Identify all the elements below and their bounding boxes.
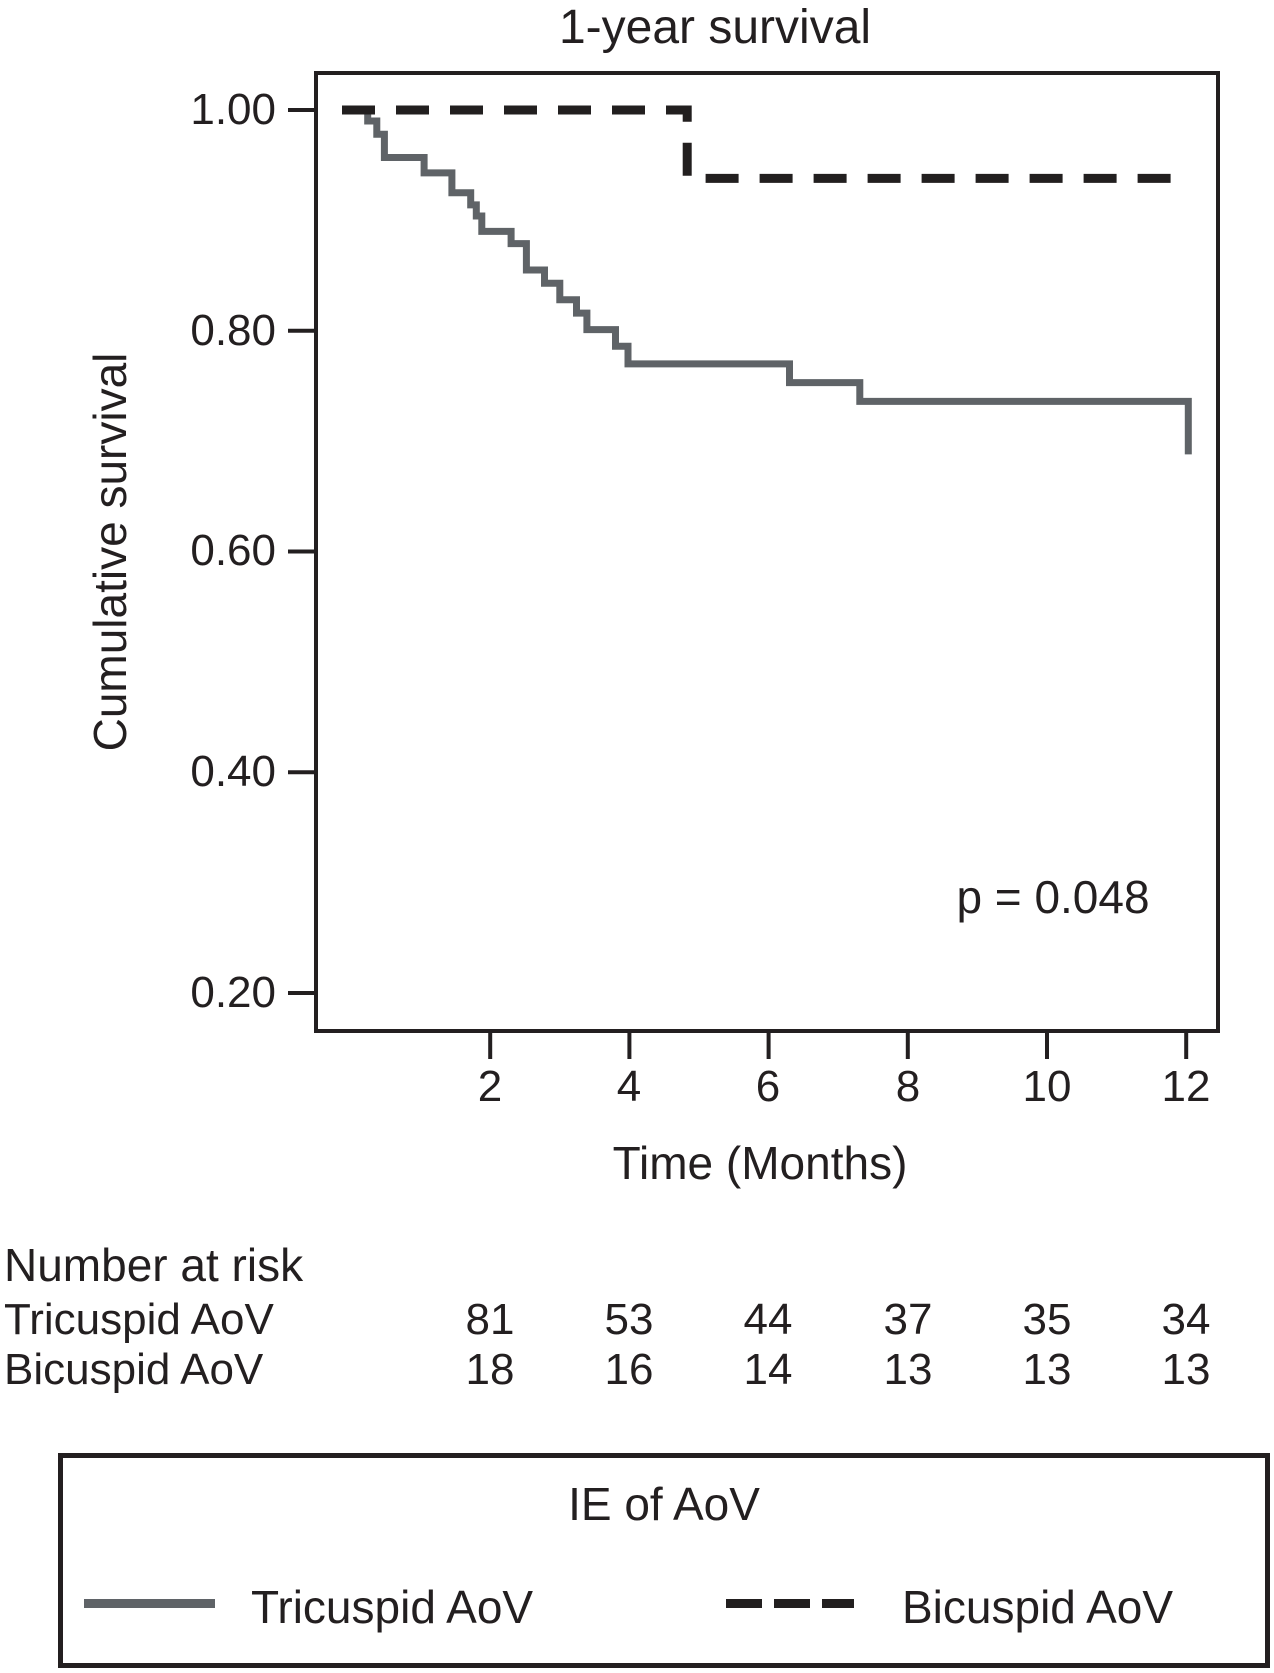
x-tick-label: 12 <box>1161 1062 1211 1111</box>
legend <box>58 1453 1270 1668</box>
y-tick-label: 0.20 <box>190 968 276 1017</box>
at-risk-row-label-bicuspid: Bicuspid AoV <box>4 1345 264 1394</box>
at-risk-value: 35 <box>1022 1295 1072 1344</box>
y-axis-label: Cumulative survival <box>84 352 136 752</box>
axis-ticks <box>288 71 1220 1059</box>
y-tick-label: 0.40 <box>190 747 276 796</box>
chart-title: 1-year survival <box>558 1 872 54</box>
at-risk-value: 34 <box>1161 1295 1211 1344</box>
y-tick-label: 1.00 <box>190 85 276 134</box>
at-risk-value: 37 <box>883 1295 933 1344</box>
at-risk-value: 18 <box>465 1345 515 1394</box>
x-tick-label: 6 <box>755 1062 781 1111</box>
legend-title: IE of AoV <box>568 1478 760 1530</box>
at-risk-row-label-tricuspid: Tricuspid AoV <box>4 1295 274 1344</box>
legend-line-swatch-tricuspid <box>84 1599 215 1608</box>
curve-bicuspid-aov <box>342 105 1185 183</box>
x-tick-label: 10 <box>1022 1062 1072 1111</box>
at-risk-value: 16 <box>604 1345 654 1394</box>
x-tick-label: 8 <box>895 1062 921 1111</box>
p-value-annotation: p = 0.048 <box>956 871 1150 923</box>
at-risk-heading: Number at risk <box>4 1239 304 1291</box>
at-risk-value: 53 <box>604 1295 654 1344</box>
x-tick-label: 4 <box>616 1062 642 1111</box>
y-tick-label: 0.80 <box>190 306 276 355</box>
x-axis-label: Time (Months) <box>612 1137 908 1189</box>
at-risk-value: 81 <box>465 1295 515 1344</box>
legend-label-bicuspid: Bicuspid AoV <box>902 1581 1174 1633</box>
survival-curves <box>342 105 1192 455</box>
at-risk-value: 13 <box>1161 1345 1211 1394</box>
legend-line-swatch-bicuspid <box>726 1599 854 1608</box>
at-risk-value: 13 <box>883 1345 933 1394</box>
at-risk-value: 44 <box>743 1295 793 1344</box>
x-tick-label: 2 <box>477 1062 503 1111</box>
legend-label-tricuspid: Tricuspid AoV <box>251 1581 534 1633</box>
at-risk-value: 14 <box>743 1345 793 1394</box>
curve-tricuspid-aov <box>342 106 1192 455</box>
at-risk-value: 13 <box>1022 1345 1072 1394</box>
y-tick-label: 0.60 <box>190 526 276 575</box>
